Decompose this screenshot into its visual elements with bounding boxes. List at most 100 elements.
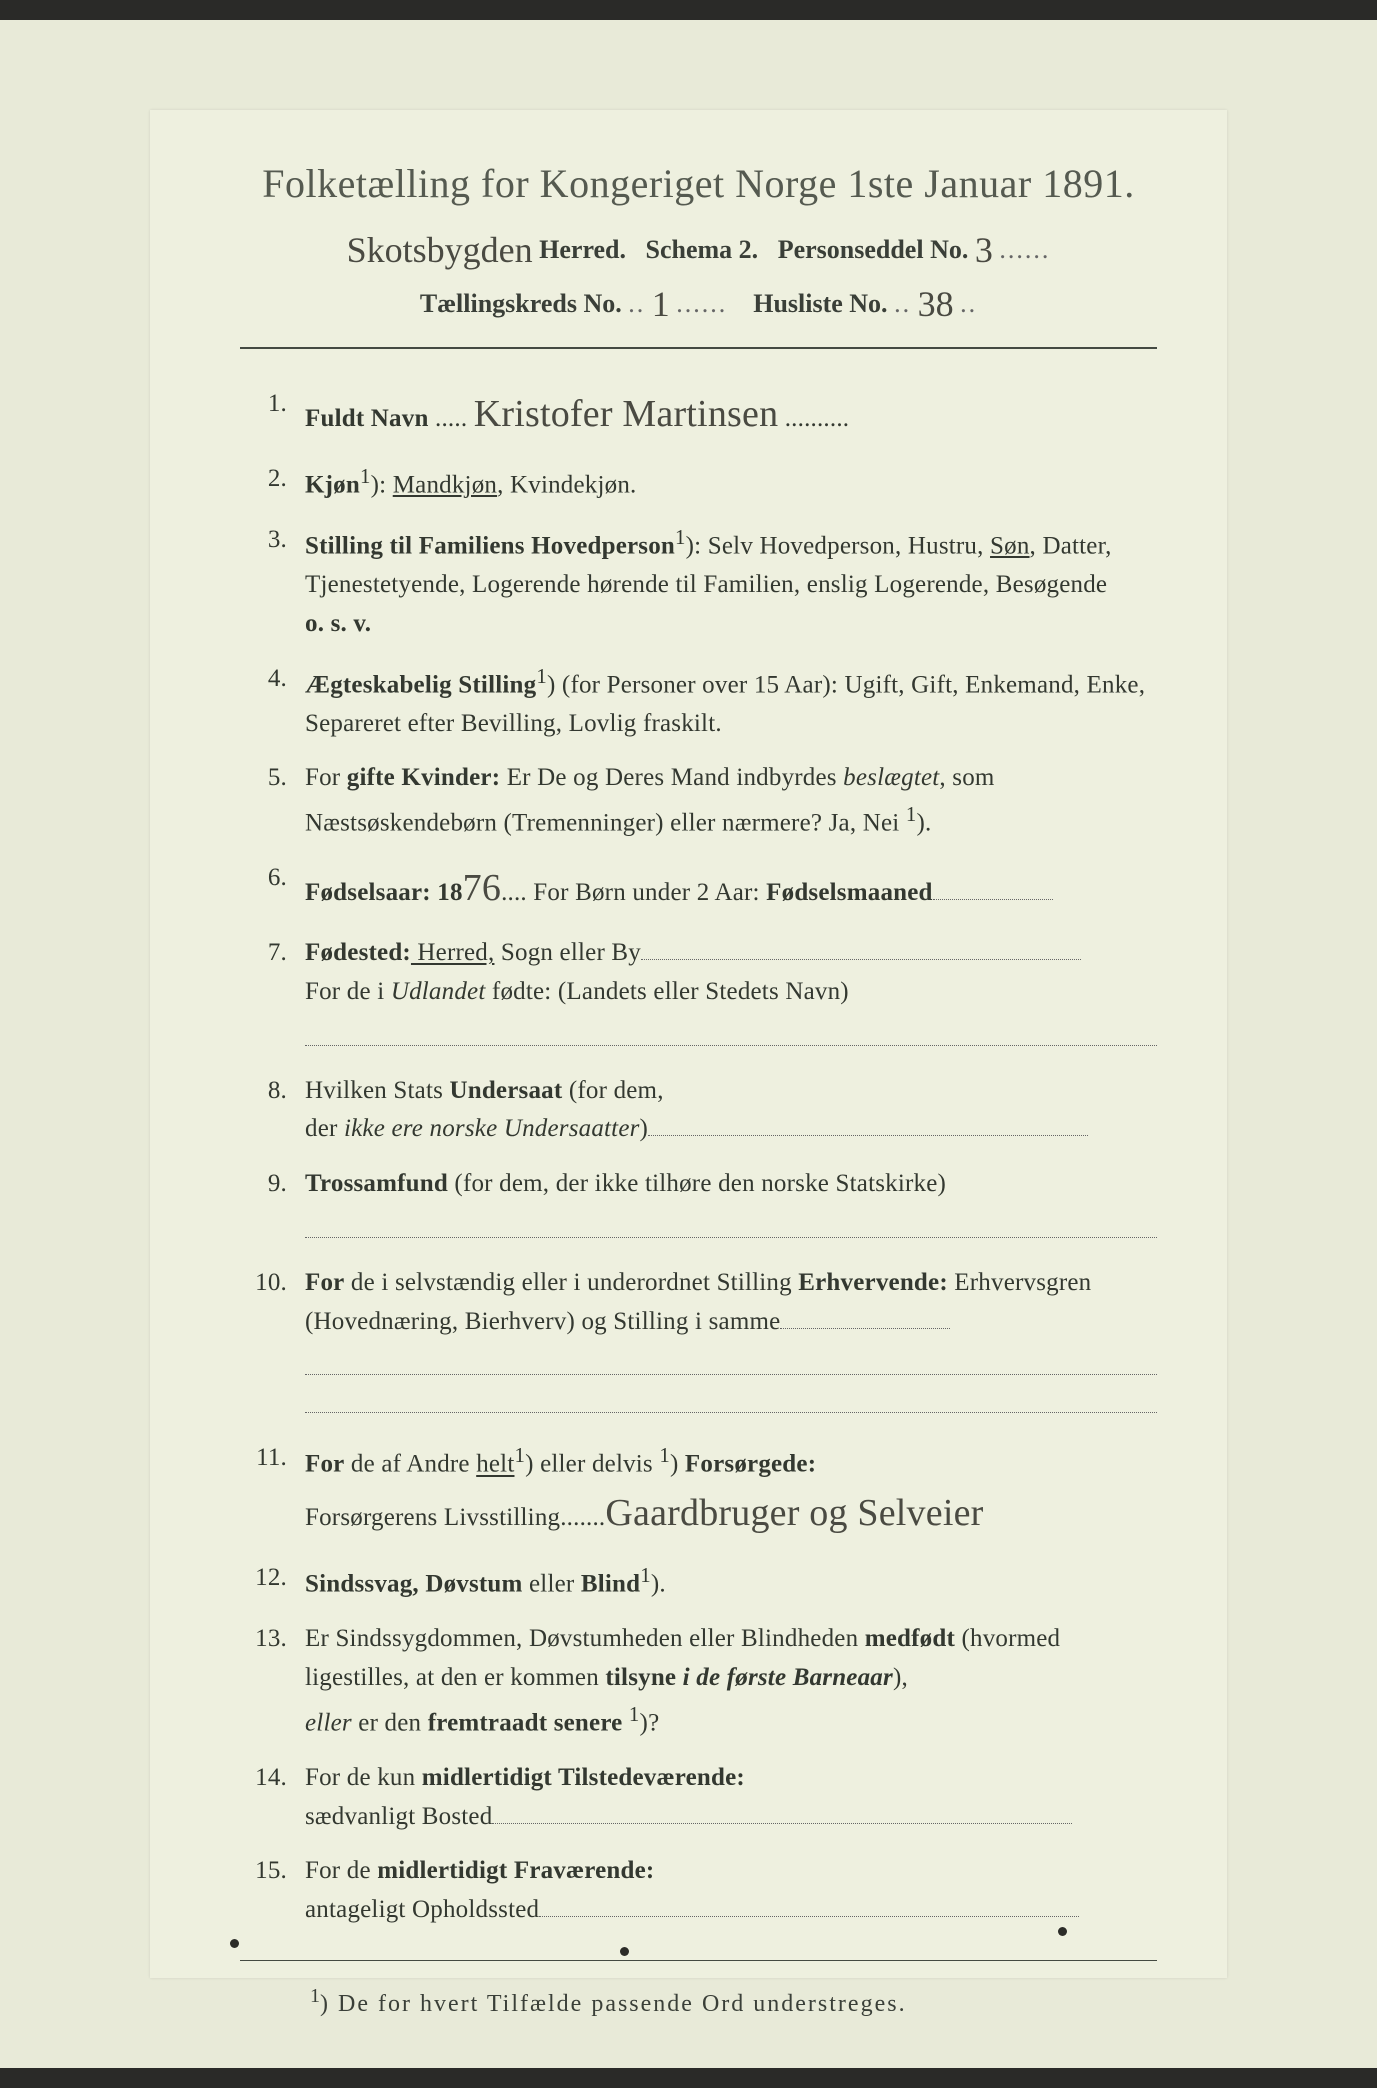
underlined-choice: Søn bbox=[990, 532, 1030, 559]
footnote-marker: 1 bbox=[310, 1985, 320, 2007]
footnote-ref: 1 bbox=[659, 1443, 670, 1467]
dotted-blank bbox=[780, 1306, 950, 1329]
dotted-blank bbox=[641, 938, 1081, 961]
document-title: Folketælling for Kongeriget Norge 1ste J… bbox=[240, 160, 1157, 207]
text: fødte: (Landets eller Stedets Navn) bbox=[485, 978, 848, 1005]
item-label: medfødt bbox=[865, 1625, 955, 1652]
item-label: For bbox=[305, 1451, 344, 1478]
text: (for dem, der ikke tilhøre den norske St… bbox=[448, 1170, 946, 1197]
item-number: 13. bbox=[250, 1620, 305, 1743]
item-6: 6. Fødselsaar: 1876.... For Børn under 2… bbox=[250, 859, 1157, 918]
husliste-label: Husliste No. bbox=[753, 289, 887, 318]
item-14: 14. For de kun midlertidigt Tilstedevære… bbox=[250, 1759, 1157, 1837]
footnote-ref: 1 bbox=[536, 664, 547, 688]
item-number: 4. bbox=[250, 660, 305, 744]
personseddel-number: 3 bbox=[975, 229, 993, 271]
herred-label: Herred. bbox=[539, 235, 626, 264]
footnote-ref: 1 bbox=[675, 525, 686, 549]
item-label: midlertidigt Tilstedeværende: bbox=[422, 1764, 745, 1791]
text: antageligt Opholdssted bbox=[305, 1896, 539, 1923]
dots: .. bbox=[960, 289, 977, 318]
footnote-text: ) De for hvert Tilfælde passende Ord und… bbox=[320, 1991, 907, 2017]
item-body: For de af Andre helt1) eller delvis 1) F… bbox=[305, 1439, 1157, 1543]
item-15: 15. For de midlertidigt Fraværende: anta… bbox=[250, 1852, 1157, 1930]
document-sheet: Folketælling for Kongeriget Norge 1ste J… bbox=[150, 110, 1227, 1978]
item-label-3: fremtraadt senere bbox=[428, 1709, 623, 1736]
item-label: Ægteskabelig Stilling bbox=[305, 671, 536, 698]
item-label-2: Erhvervende: bbox=[798, 1269, 948, 1296]
dotted-blank bbox=[539, 1895, 1079, 1918]
text: ) bbox=[670, 1451, 685, 1478]
kreds-number: 1 bbox=[652, 283, 670, 325]
dots: ...... bbox=[676, 289, 727, 318]
item-body: For de midlertidigt Fraværende: antageli… bbox=[305, 1852, 1157, 1930]
footnote-ref: 1 bbox=[640, 1563, 651, 1587]
italic-text: ikke ere norske Undersaatter bbox=[344, 1115, 640, 1142]
text: der bbox=[305, 1115, 344, 1142]
personseddel-label: Personseddel No. bbox=[778, 235, 969, 264]
ink-dot bbox=[230, 1939, 239, 1948]
item-12: 12. Sindssvag, Døvstum eller Blind1). bbox=[250, 1559, 1157, 1604]
text: Forsørgerens Livsstilling bbox=[305, 1504, 560, 1531]
item-label: gifte Kvinder: bbox=[347, 764, 500, 791]
item-5: 5. For gifte Kvinder: Er De og Deres Man… bbox=[250, 759, 1157, 843]
dots: ..... bbox=[435, 405, 467, 432]
footnote: 1) De for hvert Tilfælde passende Ord un… bbox=[310, 1985, 1157, 2018]
page-outer: Folketælling for Kongeriget Norge 1ste J… bbox=[0, 20, 1377, 2068]
underlined-choice: helt bbox=[476, 1451, 514, 1478]
schema-label: Schema 2. bbox=[646, 235, 759, 264]
item-body: Ægteskabelig Stilling1) (for Personer ov… bbox=[305, 660, 1157, 744]
item-number: 6. bbox=[250, 859, 305, 918]
kreds-label: Tællingskreds No. bbox=[420, 289, 622, 318]
text: sædvanligt Bosted bbox=[305, 1803, 492, 1830]
item-13: 13. Er Sindssygdommen, Døvstumheden elle… bbox=[250, 1620, 1157, 1743]
item-number: 15. bbox=[250, 1852, 305, 1930]
text: Er De og Deres Mand indbyrdes bbox=[500, 764, 843, 791]
item-9: 9. Trossamfund (for dem, der ikke tilhør… bbox=[250, 1165, 1157, 1248]
item-label: Fødested: bbox=[305, 939, 411, 966]
item-number: 5. bbox=[250, 759, 305, 843]
text: ). bbox=[651, 1571, 666, 1598]
text: For bbox=[305, 764, 347, 791]
item-number: 3. bbox=[250, 521, 305, 644]
item-1: 1. Fuldt Navn ..... Kristofer Martinsen … bbox=[250, 385, 1157, 444]
herred-handwritten: Skotsbygden bbox=[347, 229, 533, 271]
text: de i selvstændig eller i underordnet Sti… bbox=[344, 1269, 798, 1296]
text: ). bbox=[917, 809, 932, 836]
header-rule bbox=[240, 347, 1157, 349]
item-number: 12. bbox=[250, 1559, 305, 1604]
text: For de i bbox=[305, 978, 391, 1005]
header-line-1: Skotsbygden Herred. Schema 2. Personsedd… bbox=[240, 225, 1157, 267]
text: ): Selv Hovedperson, Hustru, bbox=[686, 532, 990, 559]
text: eller bbox=[523, 1571, 581, 1598]
item-label: Sindssvag, Døvstum bbox=[305, 1571, 523, 1598]
text: Hvilken Stats bbox=[305, 1077, 449, 1104]
item-body: For de kun midlertidigt Tilstedeværende:… bbox=[305, 1759, 1157, 1837]
item-label: Fuldt Navn bbox=[305, 405, 429, 432]
trailing-dots: ...... bbox=[999, 235, 1050, 264]
item-body: Trossamfund (for dem, der ikke tilhøre d… bbox=[305, 1165, 1157, 1248]
dotted-blank bbox=[492, 1801, 1072, 1824]
item-11: 11. For de af Andre helt1) eller delvis … bbox=[250, 1439, 1157, 1543]
dotted-blank-row bbox=[305, 1347, 1157, 1375]
italic-text: beslægtet bbox=[843, 764, 939, 791]
underlined-choice: Mandkjøn bbox=[393, 471, 497, 498]
item-label: Stilling til Familiens Hovedperson bbox=[305, 532, 675, 559]
item-body: Er Sindssygdommen, Døvstumheden eller Bl… bbox=[305, 1620, 1157, 1743]
item-body: Hvilken Stats Undersaat (for dem, der ik… bbox=[305, 1072, 1157, 1150]
text: , Kvindekjøn. bbox=[497, 471, 636, 498]
item-body: Fødested: Herred, Sogn eller By For de i… bbox=[305, 934, 1157, 1056]
form-items: 1. Fuldt Navn ..... Kristofer Martinsen … bbox=[240, 385, 1157, 1930]
item-number: 2. bbox=[250, 460, 305, 505]
item-body: For de i selvstændig eller i underordnet… bbox=[305, 1264, 1157, 1424]
dotted-blank-row bbox=[305, 1385, 1157, 1413]
item-2: 2. Kjøn1): Mandkjøn, Kvindekjøn. bbox=[250, 460, 1157, 505]
item-label: For bbox=[305, 1269, 344, 1296]
dotted-blank-row bbox=[305, 1210, 1157, 1238]
item-number: 10. bbox=[250, 1264, 305, 1424]
item-body: Fødselsaar: 1876.... For Børn under 2 Aa… bbox=[305, 859, 1157, 918]
item-label-2: Forsørgede: bbox=[685, 1451, 816, 1478]
footnote-ref: 1 bbox=[906, 802, 917, 826]
text: ): bbox=[371, 471, 393, 498]
item-number: 1. bbox=[250, 385, 305, 444]
